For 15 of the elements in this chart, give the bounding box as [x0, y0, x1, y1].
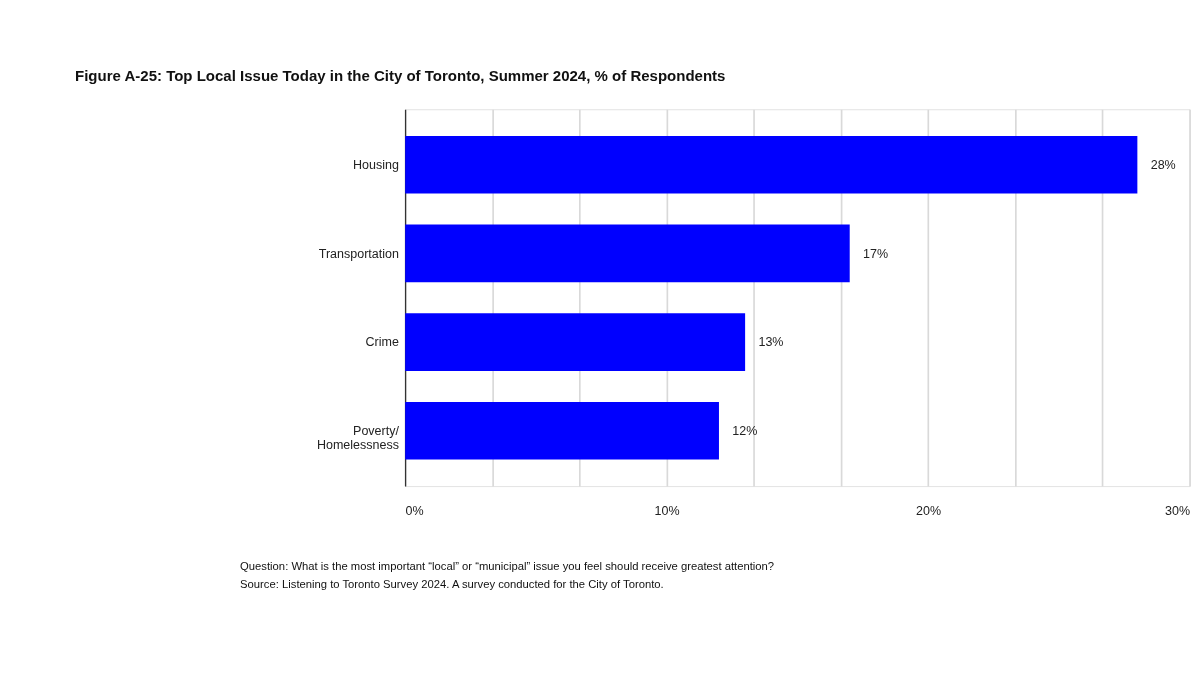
- y-tick-label: Poverty/ Homelessness: [316, 423, 400, 453]
- y-tick-label: Housing: [353, 157, 399, 172]
- x-tick-label: 20%: [916, 503, 942, 518]
- x-tick-label: 30%: [1165, 503, 1191, 518]
- y-tick-label: Crime: [365, 335, 399, 350]
- x-tick-label: 0%: [405, 503, 424, 518]
- data-label: 13%: [758, 335, 784, 350]
- y-tick-label: Transportation: [318, 246, 399, 261]
- data-label: 28%: [1150, 157, 1176, 172]
- data-label: 12%: [732, 423, 758, 438]
- chart-title: Figure A-25: Top Local Issue Today in the City of Toronto, Summer 2024, % of Respondents: [75, 66, 726, 84]
- source-note: Source: Listening to Toronto Survey 2024. A survey conducted for the City of Toronto.: [240, 577, 664, 590]
- x-tick-label: 10%: [654, 503, 680, 518]
- data-label: 17%: [863, 246, 889, 261]
- text: Question: What is the most important “local” or “municipal” issue you feel should receive greatest attention?: [240, 560, 775, 573]
